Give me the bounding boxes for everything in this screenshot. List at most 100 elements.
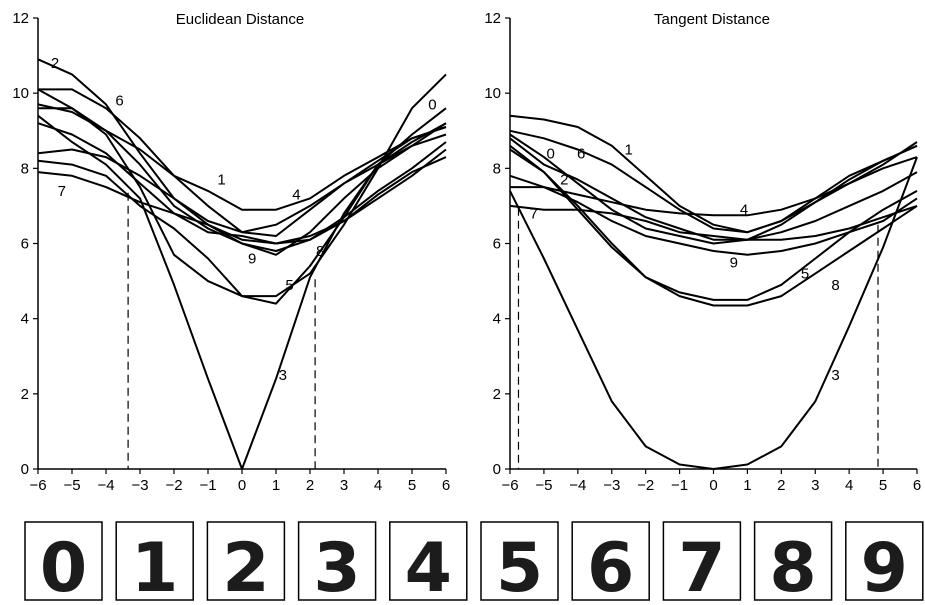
chart-title: Euclidean Distance [176,11,304,28]
x-tick-label: 2 [777,477,785,494]
series-label-3: 3 [279,367,287,384]
digit-thumbnail-6: 6 [571,521,650,605]
digit-frame [571,521,650,601]
digit-frame [24,521,103,601]
series-label-8: 8 [831,277,839,294]
digit-glyph-7: 7 [678,529,725,605]
digit-glyph-1: 1 [131,529,178,605]
digit-glyph-0: 0 [40,529,87,605]
series-label-1: 1 [625,142,633,159]
series-label-4: 4 [740,202,748,219]
digit-frame [480,521,559,601]
x-tick-label: 0 [238,477,246,494]
x-tick-label: 6 [442,477,450,494]
x-tick-label: 1 [743,477,751,494]
x-tick-label: 5 [408,477,416,494]
series-label-9: 9 [248,251,256,268]
series-line-7 [37,156,447,245]
series-label-0: 0 [547,145,555,162]
chart-title: Tangent Distance [654,11,770,28]
series-label-4: 4 [292,187,300,204]
series-line-3 [509,156,918,470]
x-tick-label: 0 [709,477,717,494]
digit-thumbnail-9: 9 [845,521,924,605]
digit-thumbnail-4: 4 [389,521,468,605]
x-tick-label: −5 [535,477,552,494]
y-tick-label: 4 [493,311,501,328]
x-tick-label: −6 [29,477,46,494]
digit-glyph-2: 2 [222,529,269,605]
y-tick-label: 6 [493,236,501,253]
y-tick-label: 6 [21,236,29,253]
series-line-8 [37,122,447,245]
series-label-1: 1 [217,172,225,189]
digit-frame [662,521,742,601]
digit-glyph-9: 9 [861,529,908,605]
digit-glyph-6: 6 [587,529,634,605]
series-label-5: 5 [285,277,293,294]
series-line-6 [509,129,918,234]
tangent-distance-chart: Tangent Distance −6 −5 −4 −3 −2 −1 0 1 2 3 4 5 60246… [484,10,921,494]
series-label-6: 6 [577,145,585,162]
x-tick-label: −4 [569,477,586,494]
y-tick-label: 8 [21,160,29,177]
series-label-2: 2 [51,55,59,72]
series-label-7: 7 [530,205,538,222]
y-tick-label: 0 [21,461,29,478]
series-line-4 [37,126,447,234]
series-line-2 [509,137,918,241]
digit-thumbnail-7: 7 [662,521,742,605]
x-tick-label: −2 [165,477,182,494]
digit-frame [389,521,468,601]
series-label-2: 2 [560,172,568,189]
x-tick-label: −1 [671,477,688,494]
x-tick-label: −2 [637,477,654,494]
digit-glyph-5: 5 [496,529,543,605]
digit-glyph-4: 4 [405,529,452,605]
series-label-0: 0 [428,96,436,113]
digit-frame [206,521,286,601]
x-tick-label: 1 [272,477,280,494]
series-line-9 [37,103,447,252]
y-tick-label: 0 [493,461,501,478]
digit-thumbnail-3: 3 [297,521,377,605]
digit-thumbnail-1: 1 [115,521,194,605]
series-line-3 [37,107,447,470]
series-label-8: 8 [316,243,324,260]
digit-glyph-8: 8 [769,529,816,605]
x-tick-label: −3 [131,477,148,494]
series-line-7 [509,204,918,241]
x-tick-label: −6 [501,477,518,494]
euclidean-distance-chart: Euclidean Distance −6 −5 −4 −3 −2 −1 0 1 2 3 4 5 602… [12,10,450,494]
series-line-8 [509,145,918,307]
digit-frame [115,521,194,601]
series-label-9: 9 [730,254,738,271]
y-tick-label: 12 [484,10,501,27]
x-tick-label: −3 [603,477,620,494]
y-tick-label: 8 [493,160,501,177]
digit-thumbnail-0: 0 [24,521,103,605]
x-tick-label: −4 [97,477,114,494]
series-label-7: 7 [58,183,66,200]
y-tick-label: 12 [12,10,29,27]
digit-thumbnail-2: 2 [206,521,286,605]
x-tick-label: 3 [340,477,348,494]
series-line-6 [38,88,447,237]
digit-thumbnail-5: 5 [480,521,559,605]
digit-frame [753,521,833,601]
digit-glyph-3: 3 [313,529,360,605]
series-line-4 [510,156,918,217]
series-line-9 [509,174,918,256]
series-line-0 [509,133,918,245]
series-label-5: 5 [801,266,809,283]
x-tick-label: 3 [811,477,819,494]
y-tick-label: 10 [12,85,29,102]
y-tick-label: 10 [484,85,501,102]
series-label-6: 6 [115,93,123,110]
x-tick-label: −5 [63,477,80,494]
x-tick-label: 6 [913,477,921,494]
x-tick-label: 4 [374,477,382,494]
series-label-3: 3 [831,367,839,384]
digit-frame [297,521,377,601]
